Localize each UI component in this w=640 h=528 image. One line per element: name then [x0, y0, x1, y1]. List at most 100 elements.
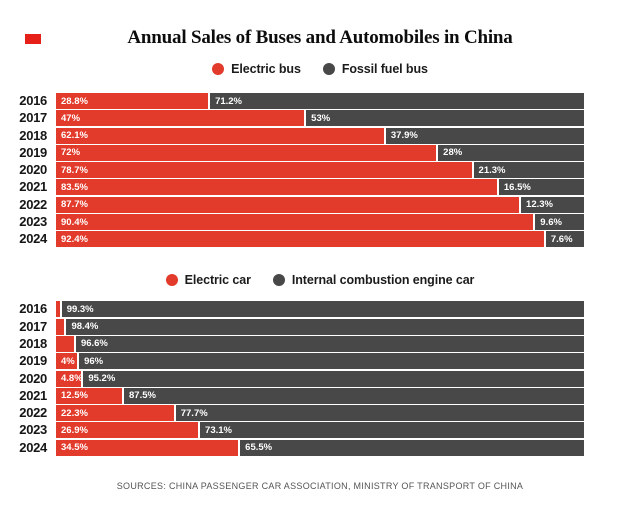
bar-row-2020: 2020 4.8% 95.2% — [0, 370, 640, 387]
combustion-car-segment: 65.5% — [238, 439, 584, 456]
combustion-car-segment: 73.1% — [198, 422, 584, 439]
bar-row-2023: 2023 90.4% 9.6% — [0, 214, 640, 231]
value-label: 72% — [61, 147, 81, 159]
year-label: 2020 — [19, 162, 47, 178]
year-label: 2020 — [19, 370, 47, 386]
bar-row-2019: 2019 72% 28% — [0, 144, 640, 161]
fossil-bus-segment: 53% — [304, 110, 584, 127]
bar-row-2024: 2024 92.4% 7.6% — [0, 231, 640, 248]
year-label: 2022 — [19, 405, 47, 421]
car-chart: 2016 99.3% 2017 98.4% 2018 96.6% 2019 4%… — [0, 301, 640, 456]
value-label: 92.4% — [61, 233, 88, 245]
combustion-car-segment: 87.5% — [122, 387, 584, 404]
bus-chart: 2016 28.8% 71.2% 2017 47% 53% 2018 62.1%… — [0, 93, 640, 248]
stacked-bar: 72% 28% — [56, 144, 584, 161]
year-label: 2024 — [19, 231, 47, 247]
value-label: 21.3% — [478, 164, 506, 176]
value-label: 83.5% — [61, 181, 88, 193]
legend-label: Fossil fuel bus — [341, 62, 428, 76]
electric-bus-segment: 87.7% — [56, 196, 520, 213]
fossil-bus-segment: 37.9% — [383, 127, 584, 144]
value-label: 7.6% — [550, 233, 573, 245]
stacked-bar: 78.7% 21.3% — [56, 162, 584, 179]
fossil-bus-segment: 28% — [436, 144, 584, 161]
value-label: 28% — [443, 147, 463, 159]
value-label: 47% — [61, 112, 81, 124]
value-label: 73.1% — [205, 424, 232, 436]
legend-label: Electric bus — [231, 62, 301, 76]
stacked-bar: 28.8% 71.2% — [56, 93, 584, 109]
value-label: 98.4% — [71, 321, 99, 333]
stacked-bar: 62.1% 37.9% — [56, 127, 584, 144]
fossil-bus-segment: 9.6% — [533, 214, 584, 231]
fossil-bus-segment: 7.6% — [543, 231, 584, 248]
value-label: 65.5% — [245, 442, 273, 454]
electric-car-segment — [56, 335, 74, 352]
year-label: 2017 — [19, 318, 47, 334]
stacked-bar: 34.5% 65.5% — [56, 439, 584, 456]
combustion-car-segment: 98.4% — [64, 318, 584, 335]
bus-legend: Electric bus Fossil fuel bus — [0, 62, 640, 76]
stacked-bar: 90.4% 9.6% — [56, 214, 584, 231]
combustion-car-segment: 96% — [77, 353, 584, 370]
bar-row-2024: 2024 34.5% 65.5% — [0, 439, 640, 456]
value-label: 77.7% — [180, 407, 208, 419]
electric-bus-segment: 78.7% — [56, 162, 472, 179]
legend-label: Internal combustion engine car — [291, 273, 475, 288]
value-label: 4% — [61, 355, 75, 367]
value-label: 37.9% — [390, 130, 418, 142]
electric-bus-segment: 28.8% — [56, 93, 209, 109]
year-label: 2022 — [19, 196, 47, 212]
value-label: 53% — [311, 112, 331, 124]
bar-row-2018: 2018 96.6% — [0, 335, 640, 352]
value-label: 22.3% — [61, 407, 88, 419]
electric-bus-segment: 72% — [56, 144, 437, 161]
bar-row-2019: 2019 4% 96% — [0, 353, 640, 370]
year-label: 2021 — [19, 179, 47, 195]
fossil-bus-segment: 16.5% — [496, 179, 584, 196]
stacked-bar: 4% 96% — [56, 353, 584, 370]
bar-row-2020: 2020 78.7% 21.3% — [0, 162, 640, 179]
bar-row-2023: 2023 26.9% 73.1% — [0, 422, 640, 439]
combustion-car-segment: 77.7% — [173, 405, 584, 422]
value-label: 78.7% — [61, 164, 88, 176]
stacked-bar: 12.5% 87.5% — [56, 387, 584, 404]
bar-row-2022: 2022 22.3% 77.7% — [0, 405, 640, 422]
legend-item-fossil-bus: Fossil fuel bus — [322, 62, 428, 76]
fossil-bus-segment: 21.3% — [471, 162, 584, 179]
year-label: 2019 — [19, 144, 47, 160]
stacked-bar: 99.3% — [56, 301, 584, 318]
electric-car-segment: 4% — [56, 353, 78, 370]
stacked-bar: 92.4% 7.6% — [56, 231, 584, 248]
fossil-bus-dot-icon — [322, 63, 335, 75]
bar-row-2021: 2021 12.5% 87.5% — [0, 387, 640, 404]
legend-item-combustion-car: Internal combustion engine car — [272, 273, 475, 288]
stacked-bar: 26.9% 73.1% — [56, 422, 584, 439]
year-label: 2016 — [19, 93, 47, 108]
value-label: 95.2% — [88, 373, 116, 385]
value-label: 28.8% — [61, 95, 88, 107]
electric-bus-segment: 90.4% — [56, 214, 534, 231]
bar-row-2022: 2022 87.7% 12.3% — [0, 196, 640, 213]
stacked-bar: 87.7% 12.3% — [56, 196, 584, 213]
value-label: 26.9% — [61, 424, 88, 436]
electric-bus-segment: 47% — [56, 110, 305, 127]
bar-row-2016: 2016 28.8% 71.2% — [0, 93, 640, 109]
bar-row-2017: 2017 47% 53% — [0, 110, 640, 127]
legend-item-electric-bus: Electric bus — [212, 62, 301, 76]
fossil-bus-segment: 12.3% — [519, 196, 584, 213]
value-label: 87.7% — [61, 199, 88, 211]
year-label: 2016 — [19, 301, 47, 317]
legend-item-electric-car: Electric car — [165, 273, 251, 288]
stacked-bar: 96.6% — [56, 335, 584, 352]
brand-mark — [25, 34, 41, 44]
legend-label: Electric car — [184, 273, 251, 288]
electric-bus-segment: 83.5% — [56, 179, 497, 196]
year-label: 2023 — [19, 214, 47, 230]
value-label: 99.3% — [66, 303, 94, 315]
electric-car-segment: 22.3% — [56, 405, 174, 422]
combustion-car-segment: 95.2% — [81, 370, 584, 387]
year-label: 2018 — [19, 127, 47, 143]
electric-car-segment: 26.9% — [56, 422, 199, 439]
electric-car-dot-icon — [165, 274, 178, 287]
